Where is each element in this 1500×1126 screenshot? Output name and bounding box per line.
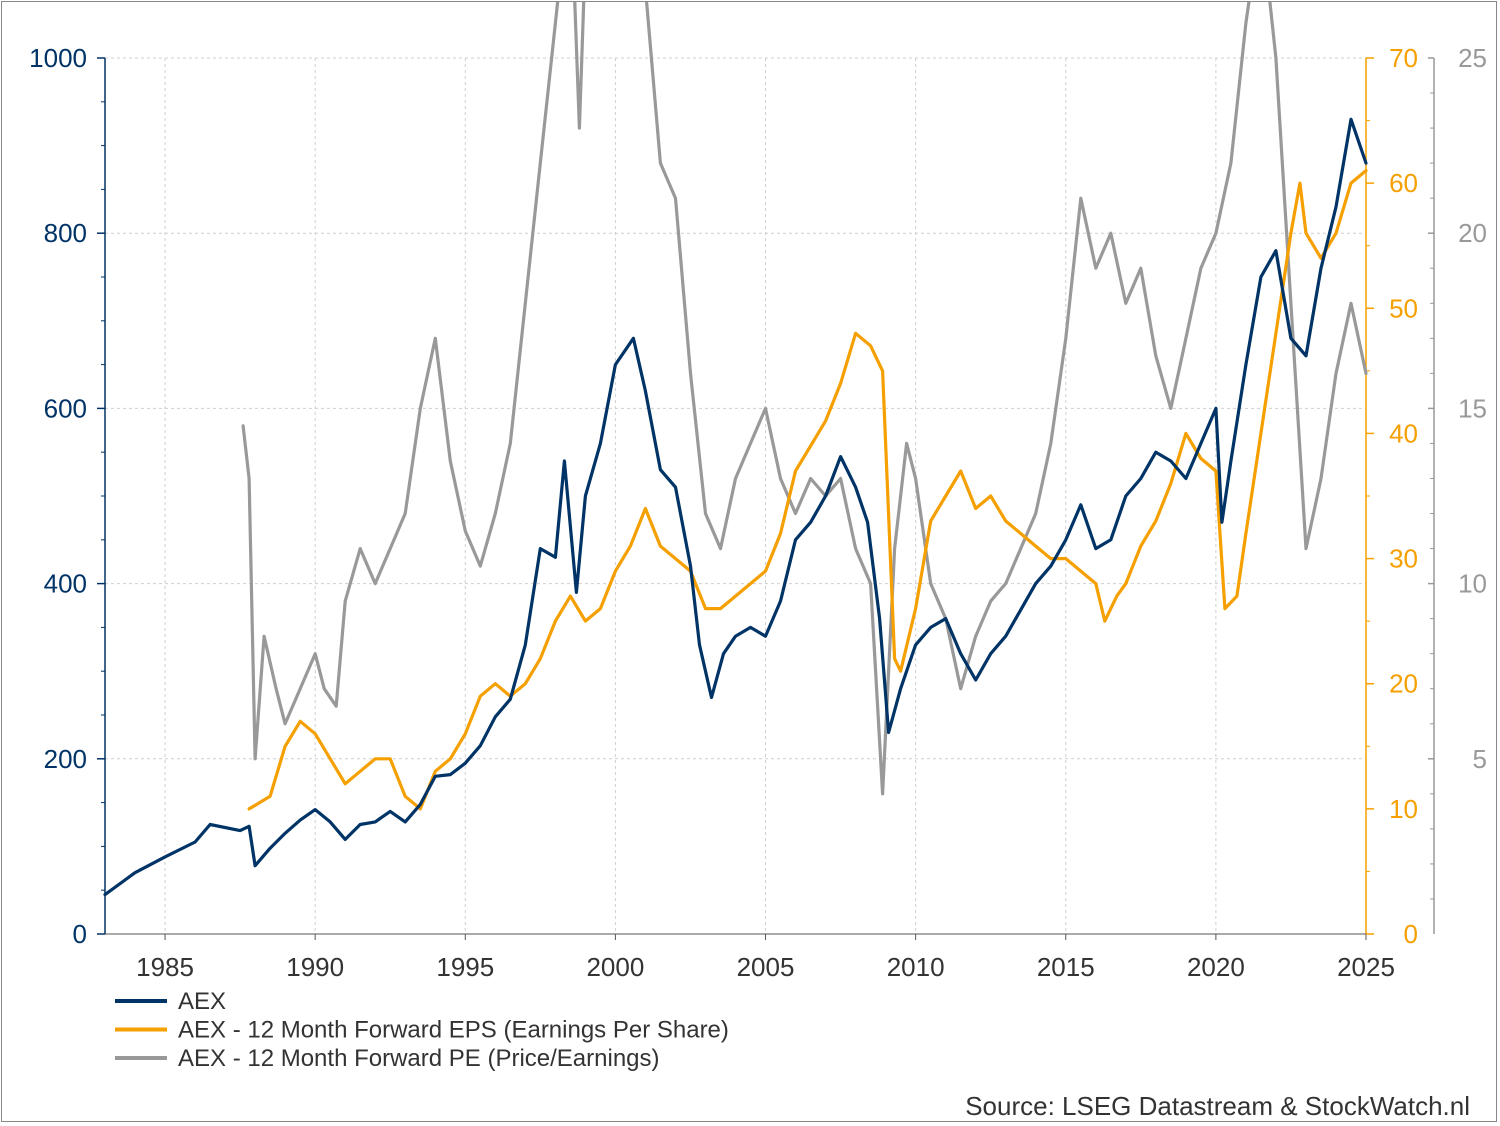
x-tick-label: 2010 xyxy=(887,952,945,982)
y-left-tick-label: 400 xyxy=(44,569,87,599)
y-left-tick-label: 600 xyxy=(44,393,87,423)
y-right2-tick-label: 15 xyxy=(1458,393,1487,423)
y-left-tick-label: 200 xyxy=(44,744,87,774)
tick-labels: 1985 1990 1995 2000 2005 2010 2015 2020 20250200… xyxy=(29,43,1487,982)
y-left-tick-label: 0 xyxy=(73,919,87,949)
x-tick-label: 2000 xyxy=(586,952,644,982)
y-right1-tick-label: 60 xyxy=(1389,168,1418,198)
y-right1-tick-label: 40 xyxy=(1389,418,1418,448)
source-note: Source: LSEG Datastream & StockWatch.nl xyxy=(965,1091,1470,1121)
x-tick-label: 1995 xyxy=(436,952,494,982)
series-line-pe xyxy=(241,0,1368,796)
axes xyxy=(104,58,1435,935)
y-right1-tick-label: 70 xyxy=(1389,43,1418,73)
y-left-tick-label: 1000 xyxy=(29,43,87,73)
x-tick-label: 2015 xyxy=(1037,952,1095,982)
y-right2-tick-label: 25 xyxy=(1458,43,1487,73)
legend-label: AEX - 12 Month Forward EPS (Earnings Per… xyxy=(178,1017,729,1044)
series-line-eps xyxy=(247,169,1368,811)
x-tick-label: 2005 xyxy=(737,952,795,982)
x-tick-label: 1990 xyxy=(286,952,344,982)
x-tick-label: 1985 xyxy=(136,952,194,982)
legend-label: AEX - 12 Month Forward PE (Price/Earning… xyxy=(178,1045,660,1072)
series-lines xyxy=(103,0,1368,897)
y-right1-tick-label: 20 xyxy=(1389,669,1418,699)
legend-label: AEX xyxy=(178,988,226,1015)
y-right1-tick-label: 50 xyxy=(1389,293,1418,323)
y-left-tick-label: 800 xyxy=(44,218,87,248)
x-tick-label: 2020 xyxy=(1187,952,1245,982)
y-right1-tick-label: 10 xyxy=(1389,794,1418,824)
x-tick-label: 2025 xyxy=(1337,952,1395,982)
series-line-aex xyxy=(103,117,1368,897)
y-right1-tick-label: 30 xyxy=(1389,544,1418,574)
y-right2-tick-label: 5 xyxy=(1473,744,1487,774)
y-right2-tick-label: 10 xyxy=(1458,569,1487,599)
gridlines xyxy=(105,57,1367,935)
y-right1-tick-label: 0 xyxy=(1404,919,1418,949)
y-right2-tick-label: 20 xyxy=(1458,218,1487,248)
